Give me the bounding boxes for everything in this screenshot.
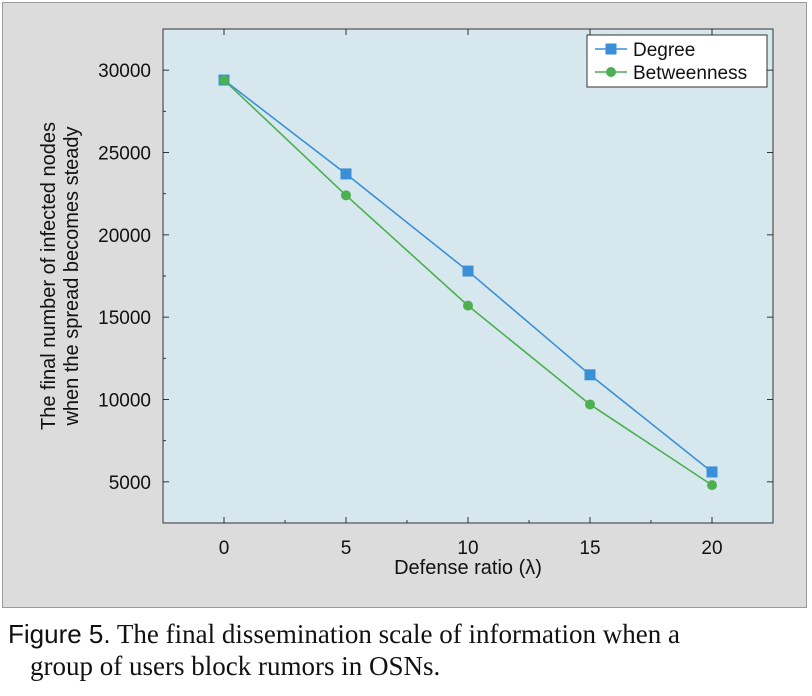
- legend-box: [586, 34, 768, 88]
- y-tick-label: 30000: [98, 61, 151, 82]
- legend-marker: [605, 43, 617, 55]
- data-point: [706, 466, 718, 478]
- x-tick-label: 10: [457, 538, 478, 559]
- caption-text-line2: group of users block rumors in OSNs.: [30, 651, 441, 681]
- data-point: [219, 75, 229, 86]
- x-tick-label: 20: [701, 538, 722, 559]
- data-point: [341, 190, 351, 201]
- line-chart: The final number of infected nodes when …: [38, 28, 774, 579]
- legend-item: Degree: [595, 40, 695, 61]
- legend-item: Betweenness: [595, 63, 747, 84]
- legend-label: Degree: [633, 40, 695, 61]
- y-tick-label: 25000: [98, 144, 151, 165]
- data-point: [584, 369, 596, 381]
- data-point: [707, 480, 717, 491]
- caption-label: Figure 5.: [8, 619, 111, 649]
- data-point: [462, 265, 474, 277]
- axis-ticks: 5000 10000 15000 20000 25000 30000 0 5 10 15 20: [98, 28, 774, 559]
- x-tick-label: 15: [579, 538, 600, 559]
- y-tick-label: 20000: [98, 226, 151, 247]
- x-axis-title: Defense ratio (λ): [394, 557, 542, 579]
- series-betweenness: [219, 75, 717, 491]
- series-layer: [218, 74, 718, 491]
- y-axis-title-line1: The final number of infected nodes: [38, 122, 60, 430]
- data-point: [463, 300, 473, 311]
- figure-panel: The final number of infected nodes when …: [2, 2, 807, 608]
- legend-label: Betweenness: [633, 63, 747, 84]
- y-axis-title-line2: when the spread becomes steady: [61, 126, 83, 426]
- y-axis-title: The final number of infected nodes when …: [38, 122, 83, 430]
- data-point: [340, 168, 352, 180]
- x-tick-label: 5: [341, 538, 352, 559]
- caption-text-line1: The final dissemination scale of informa…: [116, 619, 680, 649]
- y-tick-label: 10000: [98, 391, 151, 412]
- data-point: [585, 399, 595, 410]
- y-tick-label: 15000: [98, 308, 151, 329]
- figure-caption: Figure 5. The final dissemination scale …: [8, 618, 808, 682]
- x-tick-label: 0: [219, 538, 230, 559]
- legend-marker: [606, 67, 616, 77]
- y-tick-label: 5000: [109, 473, 151, 494]
